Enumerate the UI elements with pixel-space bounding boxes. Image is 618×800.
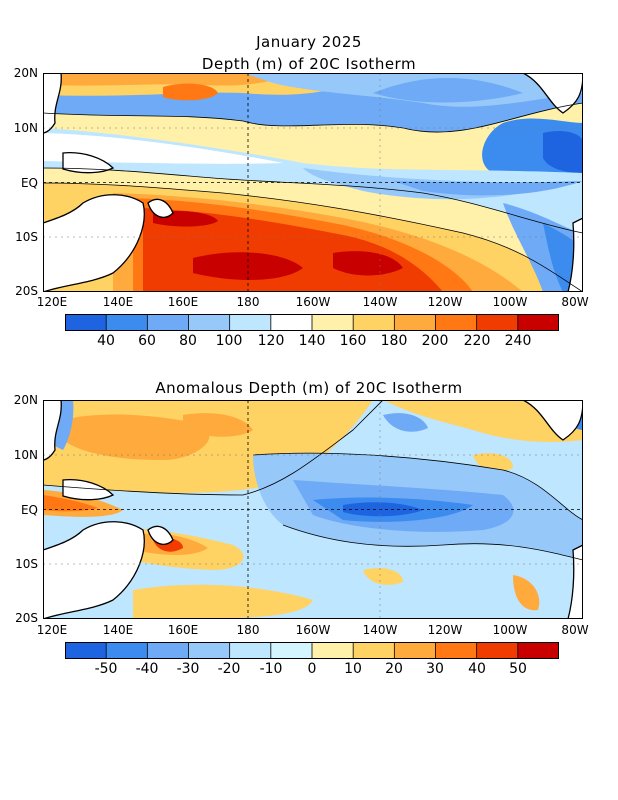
lon-label: 120W	[427, 295, 463, 309]
title-month: January 2025	[256, 33, 362, 51]
anomaly-colorbar-label: -40	[135, 661, 159, 677]
lon-label: 100W	[492, 295, 528, 309]
lat-label: 10N	[13, 448, 38, 462]
lat-label: EQ	[20, 176, 38, 190]
lat-label: 10N	[13, 121, 38, 135]
depth-colorbar	[65, 314, 559, 331]
anomaly-colorbar-swatch	[312, 642, 354, 659]
anomaly-colorbar-label: -20	[217, 661, 241, 677]
depth-colorbar-swatch	[394, 314, 436, 331]
lon-label: 160W	[295, 295, 331, 309]
lat-label: 20S	[15, 284, 38, 298]
anomaly-colorbar-label: 50	[509, 661, 527, 677]
anomaly-colorbar-swatch	[353, 642, 395, 659]
depth-colorbar-swatch	[65, 314, 107, 331]
lon-label: 180	[236, 623, 260, 637]
anomaly-colorbar-swatch	[106, 642, 148, 659]
depth-colorbar-swatch	[229, 314, 272, 331]
lon-label: 120E	[36, 295, 68, 309]
depth-colorbar-label: 160	[339, 333, 367, 349]
depth-colorbar-swatch	[270, 314, 313, 331]
depth-colorbar-swatch	[106, 314, 148, 331]
lat-label: 10S	[15, 230, 38, 244]
depth-map	[43, 73, 583, 292]
depth-colorbar-swatch	[435, 314, 478, 331]
depth-colorbar-swatch	[147, 314, 189, 331]
depth-colorbar-label: 220	[463, 333, 491, 349]
anomaly-colorbar-label: 20	[385, 661, 403, 677]
depth-colorbar-swatch	[517, 314, 559, 331]
anomaly-colorbar-swatch	[147, 642, 189, 659]
lat-label: 20N	[13, 393, 38, 407]
colorbar-border	[65, 314, 559, 331]
lon-label: 80W	[561, 295, 589, 309]
lon-label: 120W	[427, 623, 463, 637]
depth-colorbar-label: 140	[298, 333, 326, 349]
lat-label: EQ	[20, 503, 38, 517]
lon-label: 80W	[561, 623, 589, 637]
anomaly-colorbar-swatch	[435, 642, 478, 659]
lon-label: 160W	[295, 623, 331, 637]
anomaly-colorbar-swatch	[517, 642, 559, 659]
anomaly-colorbar-swatch	[394, 642, 436, 659]
lat-label: 10S	[15, 557, 38, 571]
lat-label: 20S	[15, 611, 38, 625]
anomaly-colorbar-swatch	[270, 642, 313, 659]
lat-label: 20N	[13, 66, 38, 80]
lon-label: 100W	[492, 623, 528, 637]
anomaly-colorbar	[65, 642, 559, 659]
anomaly-colorbar-label: 30	[426, 661, 444, 677]
anomaly-colorbar-label: 10	[344, 661, 362, 677]
anomaly-colorbar-swatch	[188, 642, 231, 659]
colorbar-border	[65, 642, 559, 659]
lon-label: 160E	[167, 295, 199, 309]
depth-colorbar-swatch	[188, 314, 231, 331]
anomaly-colorbar-swatch	[476, 642, 519, 659]
anomaly-colorbar-swatch	[65, 642, 107, 659]
lon-label: 120E	[36, 623, 68, 637]
depth-colorbar-label: 200	[421, 333, 449, 349]
depth-colorbar-swatch	[476, 314, 519, 331]
lon-label: 140E	[102, 623, 134, 637]
anomaly-colorbar-swatch	[229, 642, 272, 659]
depth-colorbar-label: 80	[179, 333, 197, 349]
depth-colorbar-label: 180	[380, 333, 408, 349]
lon-label: 140W	[362, 623, 398, 637]
anomaly-map	[43, 400, 583, 619]
depth-colorbar-label: 60	[138, 333, 156, 349]
anomaly-colorbar-label: 40	[468, 661, 486, 677]
anomaly-colorbar-label: -30	[176, 661, 200, 677]
lon-label: 140E	[102, 295, 134, 309]
lon-label: 160E	[167, 623, 199, 637]
depth-colorbar-label: 120	[257, 333, 285, 349]
depth-colorbar-swatch	[353, 314, 395, 331]
depth-colorbar-label: 240	[504, 333, 532, 349]
depth-colorbar-label: 100	[215, 333, 243, 349]
anomaly-colorbar-label: -50	[94, 661, 118, 677]
title-anomaly-map: Anomalous Depth (m) of 20C Isotherm	[155, 379, 463, 397]
lon-label: 180	[236, 295, 260, 309]
lon-label: 140W	[362, 295, 398, 309]
depth-colorbar-swatch	[312, 314, 354, 331]
depth-colorbar-label: 40	[97, 333, 115, 349]
anomaly-colorbar-label: -10	[259, 661, 283, 677]
anomaly-colorbar-label: 0	[307, 661, 317, 677]
title-depth-map: Depth (m) of 20C Isotherm	[201, 55, 417, 73]
